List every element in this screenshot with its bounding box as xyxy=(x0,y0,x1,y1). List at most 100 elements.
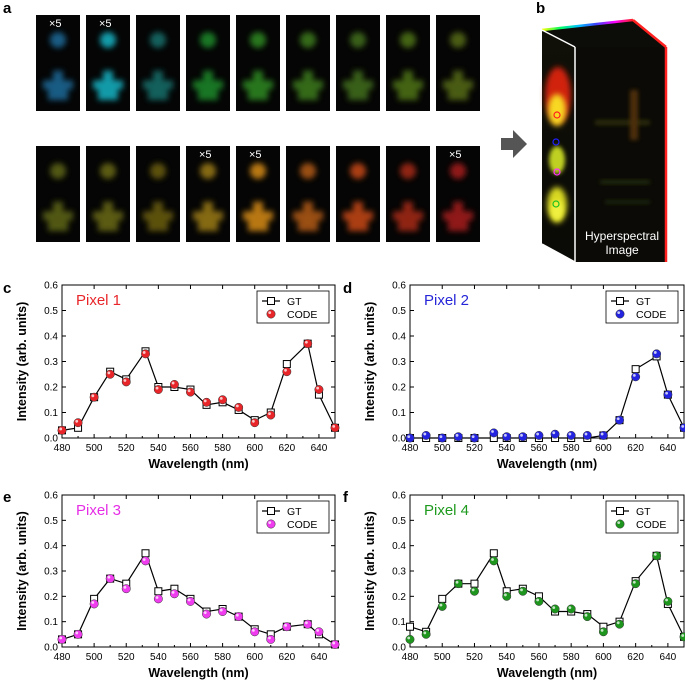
code-point xyxy=(631,579,641,589)
code-point-highlight xyxy=(219,608,223,612)
gt-point xyxy=(470,579,479,588)
chart-title: Pixel 2 xyxy=(424,292,469,309)
x-tick-label: 560 xyxy=(531,652,548,663)
chart-panel-c: 480 500 520 540 560 580 600 620 640 0.0 0.1 0.2 0.3 0… xyxy=(15,281,340,471)
code-point xyxy=(453,432,463,442)
code-point xyxy=(169,380,179,389)
x-tick-label: 520 xyxy=(466,652,483,663)
tile-glow-base xyxy=(398,217,418,232)
spectral-tile: ×5 xyxy=(186,146,230,242)
x-axis-label: Wavelength (nm) xyxy=(148,457,248,471)
code-point xyxy=(57,634,67,644)
code-point-highlight xyxy=(268,636,271,640)
tile-glow-stem xyxy=(253,201,263,214)
code-point-highlight xyxy=(407,435,411,438)
tile-glow-bar xyxy=(343,211,373,221)
x-tick-label: 500 xyxy=(86,443,103,454)
panel-b-hyperspectral-cube: Hyperspectral Image xyxy=(540,18,668,264)
code-point xyxy=(314,627,324,637)
code-point-highlight xyxy=(91,601,95,604)
tile-glow-dot xyxy=(150,162,166,179)
tile-badge: ×5 xyxy=(99,18,112,30)
tile-glow-base xyxy=(448,86,468,101)
x-axis-label: Wavelength (nm) xyxy=(497,457,597,471)
tile-glow-bar xyxy=(43,211,73,221)
code-point-highlight xyxy=(504,593,507,597)
code-point-highlight xyxy=(142,351,146,354)
code-point-highlight xyxy=(491,558,494,561)
tile-glow-bar xyxy=(243,211,273,221)
y-tick-label: 0.0 xyxy=(44,434,58,445)
code-point xyxy=(582,431,592,440)
x-tick-label: 540 xyxy=(150,443,167,454)
legend-gt-label: GT xyxy=(636,506,651,518)
code-point xyxy=(550,604,560,614)
panel-label-a: a xyxy=(3,0,12,17)
code-point-highlight xyxy=(284,368,287,372)
chart-panel-f: 480 500 520 540 560 580 600 620 640 0.0 0.1 0.2 0.3 0… xyxy=(363,491,685,680)
tile-badge: ×5 xyxy=(449,149,462,161)
tile-glow-bar xyxy=(193,80,223,90)
code-point-highlight xyxy=(332,425,336,428)
x-axis-label: Wavelength (nm) xyxy=(497,666,597,680)
tile-glow xyxy=(243,31,273,101)
tile-glow-stem xyxy=(353,70,363,83)
y-axis-label: Intensity (arb. units) xyxy=(15,302,29,421)
code-point-highlight xyxy=(268,412,271,416)
y-tick-label: 0.2 xyxy=(392,592,406,603)
code-point xyxy=(57,425,67,435)
y-tick-label: 0.6 xyxy=(44,281,58,292)
code-point-highlight xyxy=(423,432,427,436)
tile-glow xyxy=(443,162,473,232)
panel-label-c: c xyxy=(3,280,11,297)
code-point xyxy=(330,640,340,649)
tile-glow-stem xyxy=(103,70,113,83)
tile-glow xyxy=(93,162,123,232)
panel-label-d: d xyxy=(343,280,352,297)
tile-glow-dot xyxy=(300,162,316,179)
code-point xyxy=(652,551,662,561)
tile-badge: ×5 xyxy=(49,18,62,30)
tile-glow-bar xyxy=(293,211,323,221)
y-tick-label: 0.5 xyxy=(44,306,58,317)
tile-glow xyxy=(393,31,423,101)
y-tick-label: 0.6 xyxy=(44,491,58,502)
tile-glow-dot xyxy=(350,31,366,48)
code-point xyxy=(663,390,673,400)
code-point-highlight xyxy=(600,432,604,436)
tile-glow-bar xyxy=(193,211,223,221)
y-tick-label: 0.3 xyxy=(392,567,406,578)
y-tick-label: 0.0 xyxy=(392,643,406,654)
code-point-highlight xyxy=(681,425,685,428)
code-point-highlight xyxy=(123,585,127,589)
tile-glow-bar xyxy=(143,80,173,90)
code-point xyxy=(105,369,115,379)
x-tick-label: 560 xyxy=(182,443,199,454)
code-point xyxy=(437,602,447,611)
legend-code-label: CODE xyxy=(636,519,666,531)
y-tick-label: 0.3 xyxy=(44,357,58,368)
chart-panel-d: 480 500 520 540 560 580 600 620 640 0.0 0.1 0.2 0.3 0… xyxy=(363,281,685,471)
y-tick-label: 0.4 xyxy=(392,541,406,552)
y-tick-label: 0.6 xyxy=(392,281,406,292)
panel-label-b: b xyxy=(536,0,545,17)
spectral-tile xyxy=(36,146,80,242)
legend-code-highlight xyxy=(617,521,621,524)
tile-glow-dot xyxy=(250,31,266,48)
code-point xyxy=(421,629,431,639)
pixel-3-marker xyxy=(553,168,561,176)
code-point xyxy=(502,432,512,442)
code-point-highlight xyxy=(520,433,523,437)
x-tick-label: 580 xyxy=(214,443,231,454)
code-point xyxy=(598,431,608,440)
code-point-highlight xyxy=(491,430,494,433)
tile-glow-stem xyxy=(253,70,263,83)
code-point-highlight xyxy=(252,419,255,423)
y-tick-label: 0.1 xyxy=(44,408,58,419)
code-point-highlight xyxy=(455,580,459,584)
tile-glow xyxy=(443,31,473,101)
gt-point xyxy=(438,594,447,603)
code-point xyxy=(598,627,608,637)
tile-glow-base xyxy=(48,86,68,101)
